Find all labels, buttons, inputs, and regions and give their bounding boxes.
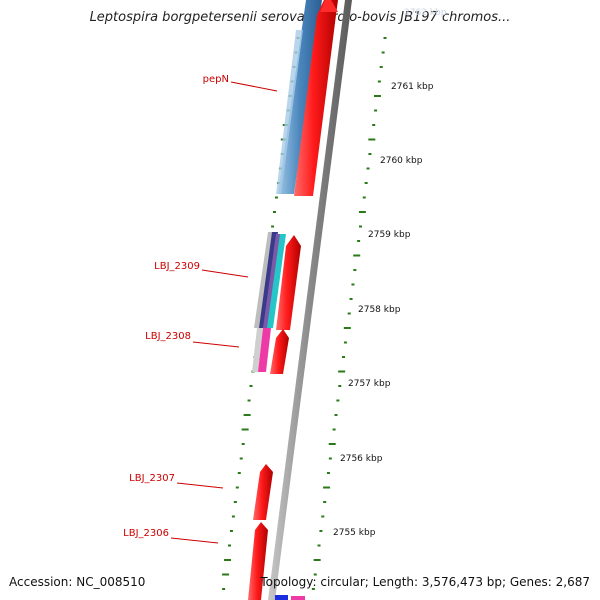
gene-leader-line	[170, 537, 219, 544]
gene-reverse-blue	[278, 0, 322, 194]
gene-leader-line	[176, 482, 224, 489]
gene-label[interactable]: LBJ_2306	[123, 528, 169, 539]
gene-leader-line	[230, 81, 278, 92]
kbp-tick-label: 2756 kbp	[340, 454, 383, 464]
kbp-tick-label: 2757 kbp	[348, 379, 391, 389]
kbp-scale: 2761 kbp 2760 kbp 2759 kbp 2758 kbp 2757 kbp…	[333, 82, 434, 538]
kbp-tick-label: 2760 kbp	[380, 156, 423, 166]
kbp-tick-label: 2759 kbp	[368, 230, 411, 240]
gene-label[interactable]: LBJ_2308	[145, 331, 191, 342]
gene-labels: pepN LBJ_2309 LBJ_2308 LBJ_2307 LBJ_2306	[123, 74, 278, 544]
gc-content-track-outer	[311, 37, 387, 590]
faded-top-label: 2762 kbp	[404, 8, 447, 18]
gene-fragment-blue	[275, 595, 288, 600]
gene-label[interactable]: LBJ_2309	[154, 261, 200, 272]
gene-cluster-lightgray	[252, 328, 263, 372]
gene-cluster-cyan	[267, 234, 286, 328]
gene-label[interactable]: LBJ_2307	[129, 473, 175, 484]
gene-reverse-blue-light	[276, 30, 303, 194]
gene-pepn[interactable]	[294, 0, 338, 196]
gene-label[interactable]: pepN	[203, 74, 229, 85]
map-title: Leptospira borgpetersenii serovar Hardjo…	[89, 10, 511, 25]
gene-cluster-magenta	[258, 328, 271, 372]
kbp-tick-label: 2758 kbp	[358, 305, 401, 315]
chromosome-backbone	[268, 0, 352, 600]
kbp-tick-label: 2761 kbp	[391, 82, 434, 92]
kbp-tick-label: 2755 kbp	[333, 528, 376, 538]
gene-lbj-2307[interactable]	[253, 464, 273, 520]
topology-text: Topology: circular; Length: 3,576,473 bp…	[260, 575, 590, 589]
gene-lbj-2306[interactable]	[248, 522, 268, 600]
gene-lbj-2308[interactable]	[270, 329, 289, 374]
gene-pepn-arrowhead[interactable]	[320, 0, 338, 12]
gene-fragment-magenta	[291, 596, 305, 600]
gene-cluster-purple	[263, 234, 281, 328]
gene-leader-line	[192, 341, 240, 348]
accession-text: Accession: NC_008510	[9, 575, 146, 589]
gene-leader-line	[201, 269, 249, 278]
gene-lbj-2309[interactable]	[276, 235, 301, 330]
